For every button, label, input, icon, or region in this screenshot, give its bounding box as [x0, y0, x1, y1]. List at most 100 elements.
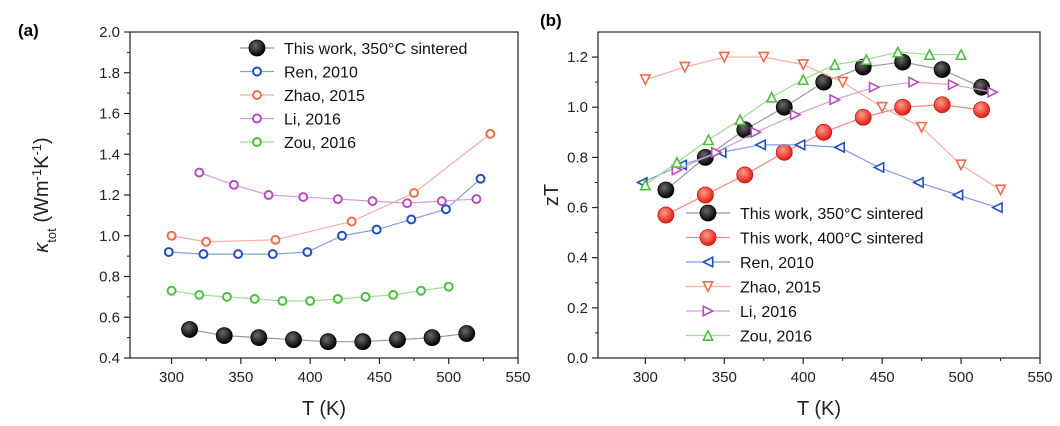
legend-marker [702, 305, 715, 317]
data-point [891, 45, 904, 58]
data-point [302, 247, 313, 258]
legend-marker [252, 90, 262, 100]
x-axis-title: T (K) [797, 398, 841, 420]
legend-marker [252, 66, 262, 77]
data-point [718, 51, 731, 64]
series-line [645, 51, 962, 186]
data-point [923, 48, 936, 61]
data-point [750, 126, 763, 139]
data-point [163, 247, 174, 258]
data-point [657, 181, 675, 199]
data-point [475, 173, 486, 184]
data-point [406, 214, 417, 225]
data-point [789, 108, 802, 121]
data-point [947, 78, 960, 91]
data-point [734, 113, 747, 126]
x-tick-label: 350 [712, 369, 737, 386]
legend-label: Zhao, 2015 [740, 280, 821, 297]
y-tick-label: 0.0 [567, 350, 588, 367]
legend-label: Zhao, 2015 [284, 88, 365, 105]
data-point [829, 93, 842, 106]
data-point [933, 61, 951, 79]
legend-marker [699, 229, 717, 246]
x-tick-label: 350 [228, 369, 253, 386]
data-point [894, 98, 912, 116]
legend-marker [699, 204, 717, 222]
data-point [657, 206, 675, 224]
data-point [894, 53, 912, 71]
data-point [416, 285, 426, 296]
y-tick-label: 2.0 [99, 24, 120, 41]
data-point [337, 230, 347, 241]
y-axis-title: κtot (Wm-1K-1) [29, 137, 59, 252]
y-tick-label: 0.6 [99, 309, 120, 326]
data-point [710, 146, 723, 159]
data-point [249, 293, 260, 304]
y-tick-label: 1.2 [567, 49, 588, 66]
data-point [443, 281, 454, 292]
series-line [168, 178, 481, 255]
legend-label: This work, 350°C sintered [284, 41, 467, 58]
data-point [436, 196, 447, 207]
data-point [854, 108, 872, 126]
legend-marker [252, 113, 262, 124]
data-point [440, 204, 451, 215]
data-point [860, 53, 873, 66]
legend-label: Ren, 2010 [740, 255, 814, 272]
data-point [319, 333, 337, 351]
series-line [171, 133, 491, 243]
data-point [360, 291, 371, 302]
data-point [332, 293, 343, 304]
data-point [346, 216, 357, 227]
y-tick-label: 0.2 [567, 300, 588, 317]
data-point [639, 74, 652, 87]
data-point [994, 184, 1007, 197]
series-line [641, 144, 998, 209]
data-point [250, 329, 268, 347]
y-tick-label: 1.0 [567, 99, 588, 116]
data-point [166, 230, 177, 241]
legend-label: Ren, 2010 [284, 65, 358, 82]
data-point [332, 194, 343, 205]
data-point [389, 331, 406, 349]
data-point [678, 61, 691, 74]
data-point [215, 327, 233, 344]
data-point [388, 289, 399, 300]
data-point [955, 48, 968, 61]
data-point [670, 155, 683, 168]
y-tick-label: 1.0 [99, 228, 120, 245]
x-tick-label: 400 [298, 369, 323, 386]
legend-marker [248, 39, 266, 57]
y-axis-unit: ) [31, 137, 53, 144]
y-axis-unit: K [31, 155, 53, 169]
data-point [775, 98, 793, 116]
data-point [270, 234, 281, 245]
data-point [911, 176, 924, 189]
y-axis-symbol: κ [31, 242, 53, 253]
data-point [639, 178, 652, 191]
y-axis-exponent: -1 [29, 144, 44, 156]
data-point [423, 329, 441, 347]
data-point [736, 166, 754, 184]
x-tick-label: 550 [505, 369, 530, 386]
legend-label: This work, 400°C sintered [740, 231, 923, 248]
data-point [354, 333, 372, 351]
y-tick-label: 0.8 [99, 269, 120, 286]
chart-panel-a: 300 350 400 450 500 550 0.4 0.6 0.8 1.0 1.2 1.4 1.6 1… [29, 24, 531, 420]
y-axis-exponent: -1 [29, 169, 44, 181]
data-point [797, 59, 810, 72]
y-tick-label: 1.6 [99, 106, 120, 123]
x-tick-label: 300 [633, 369, 658, 386]
y-tick-label: 0.4 [567, 250, 588, 267]
data-point [267, 249, 278, 260]
data-point [402, 198, 413, 209]
data-point [754, 138, 767, 151]
data-point [198, 249, 209, 260]
legend: This work, 350°C sintered This work, 400°… [686, 204, 923, 346]
x-tick-label: 550 [1027, 369, 1052, 386]
legend-label: Li, 2016 [740, 304, 797, 321]
data-point [263, 190, 274, 200]
y-axis-title: zT [541, 184, 563, 206]
chart-panel-b: 300 350 400 450 500 550 0.0 0.2 0.4 0.6 0.8 1.0 1.2 T… [541, 31, 1053, 420]
